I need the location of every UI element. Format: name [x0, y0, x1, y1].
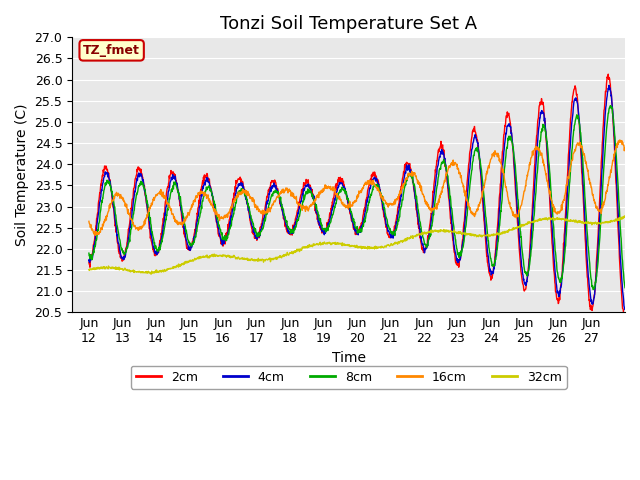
32cm: [85, 267, 93, 273]
32cm: [562, 216, 570, 222]
Legend: 2cm, 4cm, 8cm, 16cm, 32cm: 2cm, 4cm, 8cm, 16cm, 32cm: [131, 366, 566, 389]
Text: TZ_fmet: TZ_fmet: [83, 44, 140, 57]
16cm: [562, 184, 570, 190]
8cm: [343, 192, 351, 198]
8cm: [607, 103, 614, 108]
Line: 32cm: 32cm: [89, 216, 625, 274]
16cm: [621, 146, 629, 152]
2cm: [621, 318, 628, 324]
32cm: [484, 232, 492, 238]
16cm: [92, 232, 99, 238]
4cm: [333, 189, 340, 195]
4cm: [605, 83, 612, 88]
8cm: [169, 185, 177, 191]
8cm: [589, 287, 597, 292]
2cm: [169, 170, 177, 176]
32cm: [621, 213, 629, 219]
2cm: [621, 313, 629, 319]
4cm: [621, 307, 629, 312]
Line: 2cm: 2cm: [89, 74, 625, 321]
16cm: [484, 170, 492, 176]
4cm: [614, 215, 622, 220]
32cm: [333, 240, 340, 246]
32cm: [147, 271, 155, 277]
16cm: [614, 138, 622, 144]
2cm: [85, 260, 93, 265]
4cm: [169, 172, 177, 178]
Line: 4cm: 4cm: [89, 85, 625, 310]
Title: Tonzi Soil Temperature Set A: Tonzi Soil Temperature Set A: [220, 15, 477, 33]
16cm: [333, 192, 340, 198]
2cm: [614, 232, 622, 238]
8cm: [85, 250, 93, 256]
2cm: [333, 182, 340, 188]
4cm: [343, 193, 351, 199]
2cm: [604, 72, 612, 77]
X-axis label: Time: Time: [332, 351, 365, 365]
8cm: [333, 198, 340, 204]
8cm: [562, 243, 570, 249]
Line: 8cm: 8cm: [89, 106, 625, 289]
8cm: [615, 196, 623, 202]
Line: 16cm: 16cm: [89, 140, 625, 235]
8cm: [483, 227, 491, 232]
4cm: [85, 258, 93, 264]
2cm: [483, 253, 491, 259]
Y-axis label: Soil Temperature (C): Soil Temperature (C): [15, 104, 29, 246]
16cm: [169, 211, 177, 216]
2cm: [562, 209, 570, 215]
16cm: [343, 204, 351, 209]
32cm: [169, 264, 177, 270]
4cm: [483, 242, 491, 248]
32cm: [614, 215, 622, 221]
16cm: [85, 218, 93, 224]
8cm: [621, 285, 629, 290]
4cm: [562, 224, 570, 230]
16cm: [616, 137, 623, 143]
32cm: [343, 242, 351, 248]
2cm: [343, 194, 351, 200]
